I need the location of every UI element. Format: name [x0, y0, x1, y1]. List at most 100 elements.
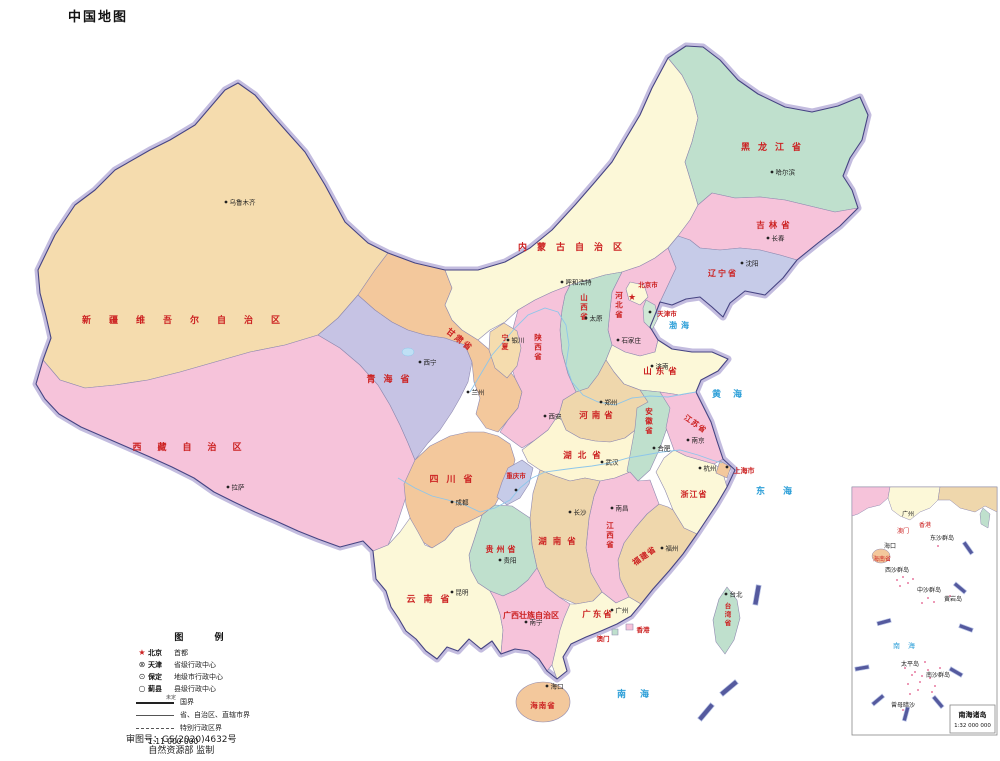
legend: 图 例 ★ 北京 首都 ⊗ 天津 省级行政中心 ⊙ 保定 地级市行政中心 ○ 蓟县 县级行政中心 未定… [136, 630, 276, 746]
legend-desc: 县级行政中心 [174, 685, 216, 693]
province-label-qinghai: 青海省 [366, 373, 417, 385]
city-label: 杭州 [704, 464, 717, 473]
inset-border [851, 486, 998, 736]
city-label: 太原 [590, 314, 604, 323]
city-dot [224, 200, 228, 204]
province-label-neimenggu: 内蒙古自治区 [518, 241, 632, 253]
city-label: 海口 [551, 682, 564, 691]
inset-island-speck [911, 674, 913, 676]
city-label: 乌鲁木齐 [230, 198, 257, 207]
dash-line-segment [854, 664, 870, 672]
city-dot [466, 390, 470, 394]
city-dot [770, 170, 774, 174]
city-label: 长春 [772, 234, 786, 243]
inset-island-speck [912, 578, 914, 580]
province-label-shandong: 山东省 [643, 366, 681, 377]
city-dot [725, 465, 729, 469]
province-label-ningxia: 宁夏 [501, 333, 510, 351]
inset-island-speck [927, 597, 929, 599]
sea-label: 渤海 [669, 320, 693, 330]
city-label: 沈阳 [746, 259, 759, 268]
legend-line-label: 省、自治区、直辖市界 [180, 710, 250, 719]
legend-city: 北京 [148, 649, 162, 657]
province-taiwan [712, 586, 741, 655]
city-label: 长沙 [574, 508, 588, 517]
province-label-beijing: 北京市 [638, 280, 658, 289]
sea-label: 东海 [756, 485, 810, 497]
dash-line-segment [870, 693, 886, 707]
legend-point-rows: ★ 北京 首都 ⊗ 天津 省级行政中心 ⊙ 保定 地级市行政中心 ○ 蓟县 县级行政中心 [136, 647, 276, 695]
capital-star-beijing: ★ [628, 293, 636, 303]
legend-city: 蓟县 [148, 685, 162, 693]
city-dot [698, 466, 702, 470]
inset-title: 南海诸岛 [959, 710, 987, 719]
province-label-chongqing: 重庆市 [506, 471, 526, 480]
city-label: 福州 [666, 544, 679, 553]
city-dot [724, 592, 728, 596]
legend-marker-icon: ★ [138, 648, 146, 657]
inset-island-speck [909, 693, 911, 695]
city-label: 南京 [692, 436, 706, 445]
province-shanghai [715, 460, 732, 479]
inset-island-speck [907, 683, 909, 685]
sea-label: 南海 [617, 688, 663, 700]
river-line [469, 307, 697, 406]
province-label-shaanxi: 陕西省 [533, 332, 542, 361]
dash-line-segment [952, 581, 968, 595]
inset-label: 东沙群岛 [930, 534, 954, 542]
inset-coast-shape [937, 486, 998, 513]
legend-title: 图 例 [174, 633, 238, 643]
legend-line-sample: 未定 [136, 695, 176, 707]
dash-line-segment [931, 694, 945, 710]
dash-line-segment [961, 540, 975, 556]
city-label: 南宁 [530, 618, 544, 627]
province-label-guangxi: 广西壮族自治区 [503, 610, 559, 620]
province-label-anhui: 安徽省 [644, 406, 653, 435]
legend-line-row: 未定 国界 [136, 695, 276, 708]
inset-label: 南海 [893, 641, 923, 650]
city-label: 银川 [512, 336, 525, 345]
legend-desc: 地级市行政中心 [174, 673, 223, 681]
legend-desc: 省级行政中心 [174, 661, 216, 669]
city-dot [543, 414, 547, 418]
inset-label: 曾母暗沙 [891, 701, 915, 709]
inset-hainan-island [871, 548, 891, 564]
city-dot [740, 261, 744, 265]
legend-city: 天津 [148, 661, 162, 669]
legend-desc: 首都 [174, 649, 188, 657]
inset-island-speck [919, 681, 921, 683]
inset-label: 西沙群岛 [885, 566, 909, 574]
province-label-taiwan: 台湾省 [724, 601, 732, 627]
city-dot [568, 510, 572, 514]
inset-island-speck [924, 661, 926, 663]
province-label-hebei: 河北省 [614, 290, 623, 319]
province-label-macau: 澳门 [597, 634, 611, 643]
legend-point-row: ⊗ 天津 省级行政中心 [136, 659, 276, 671]
city-dot [660, 546, 664, 550]
province-label-jiangxi: 江西省 [605, 520, 614, 549]
inset-island-speck [907, 582, 909, 584]
province-label-heilongjiang: 黑龙江省 [741, 141, 809, 153]
inset-label: 中沙群岛 [917, 586, 941, 594]
province-label-xizang: 西藏自治区 [132, 441, 257, 453]
province-label-zhejiang: 浙江省 [681, 489, 708, 499]
inset-scale: 1:32 000 000 [954, 723, 991, 729]
province-chongqing [496, 459, 534, 506]
city-label: 郑州 [605, 399, 618, 407]
legend-city: 保定 [148, 673, 162, 681]
city-label: 呼和浩特 [566, 278, 593, 287]
city-dot [648, 310, 652, 314]
province-label-hubei: 湖北省 [563, 450, 607, 461]
city-dot [498, 558, 502, 562]
legend-line-sample [136, 723, 174, 733]
city-label: 台北 [730, 590, 744, 599]
legend-point-row: ○ 蓟县 县级行政中心 [136, 683, 276, 695]
city-label: 南昌 [616, 504, 629, 513]
city-dot [686, 438, 690, 442]
inset-island-speck [934, 685, 936, 687]
inset-island-speck [917, 689, 919, 691]
province-label-guizhou: 贵州省 [486, 544, 519, 554]
inset-island-speck [896, 579, 898, 581]
legend-scale: 1:11 000 000 [148, 737, 199, 746]
